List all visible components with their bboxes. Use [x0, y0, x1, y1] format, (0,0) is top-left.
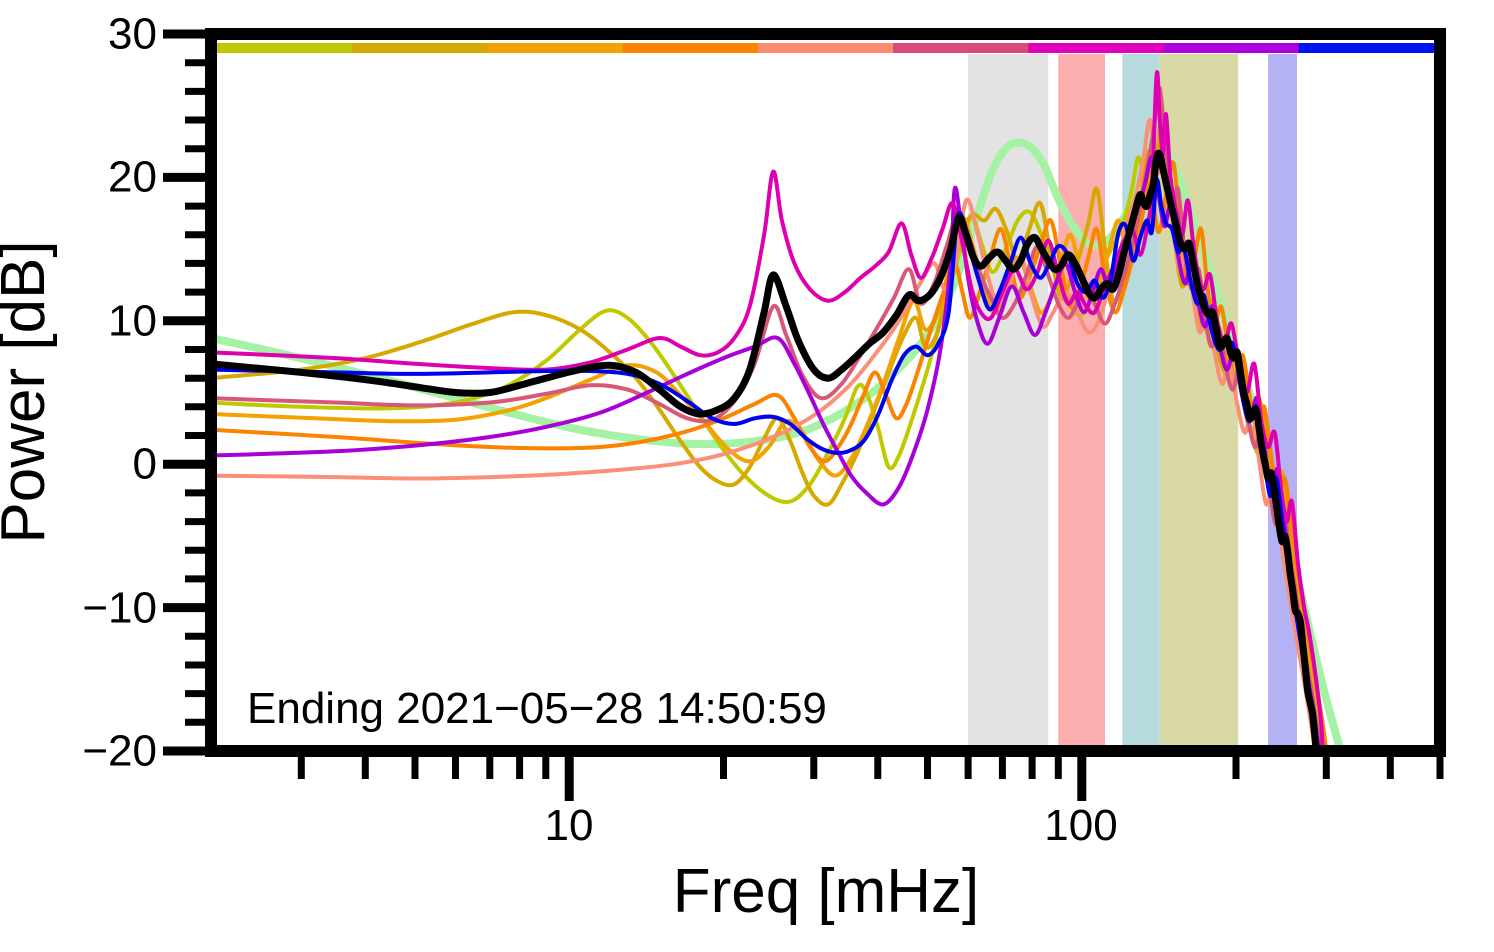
axis-ticks-layer — [163, 29, 1444, 801]
time-colorbar-segment-1 — [352, 43, 488, 53]
time-colorbar-segment-3 — [622, 43, 759, 53]
series-line-darkorange — [217, 160, 1328, 745]
time-colorbar-segment-0 — [217, 43, 353, 53]
y-tick-label-10: 10 — [108, 297, 157, 346]
series-line-salmon — [217, 117, 1317, 745]
x-tick-label-100: 100 — [1044, 801, 1117, 850]
time-colorbar-segment-8 — [1298, 43, 1435, 53]
frequency-bands-layer — [968, 54, 1297, 745]
y-tick-labels: 30 20 10 0 −10 −20 — [82, 10, 157, 776]
ending-timestamp-annotation: Ending 2021−05−28 14:50:59 — [247, 684, 827, 733]
y-tick-label-n20: −20 — [82, 727, 157, 776]
band-gray — [968, 54, 1049, 745]
time-colorbar-segment-2 — [487, 43, 624, 53]
y-tick-label-0: 0 — [133, 440, 157, 489]
y-axis-title: Power [dB] — [0, 240, 58, 543]
time-colorbar-segment-5 — [893, 43, 1029, 53]
time-colorbar-segment-6 — [1028, 43, 1165, 53]
plot-frame — [205, 28, 1446, 757]
x-tick-labels: 10 100 — [545, 801, 1118, 850]
band-lavender — [1268, 54, 1297, 745]
time-colorbar-segment-4 — [757, 43, 894, 53]
x-axis-title: Freq [mHz] — [673, 857, 980, 926]
x-tick-label-10: 10 — [545, 801, 594, 850]
time-colorbar-segment-7 — [1163, 43, 1300, 53]
band-pink — [1058, 54, 1105, 745]
y-tick-label-20: 20 — [108, 153, 157, 202]
time-colorbar — [217, 43, 1435, 53]
series-line-mean — [217, 149, 1320, 745]
y-tick-label-n10: −10 — [82, 584, 157, 633]
spectra-curves-layer — [217, 70, 1344, 745]
y-tick-label-30: 30 — [108, 10, 157, 59]
